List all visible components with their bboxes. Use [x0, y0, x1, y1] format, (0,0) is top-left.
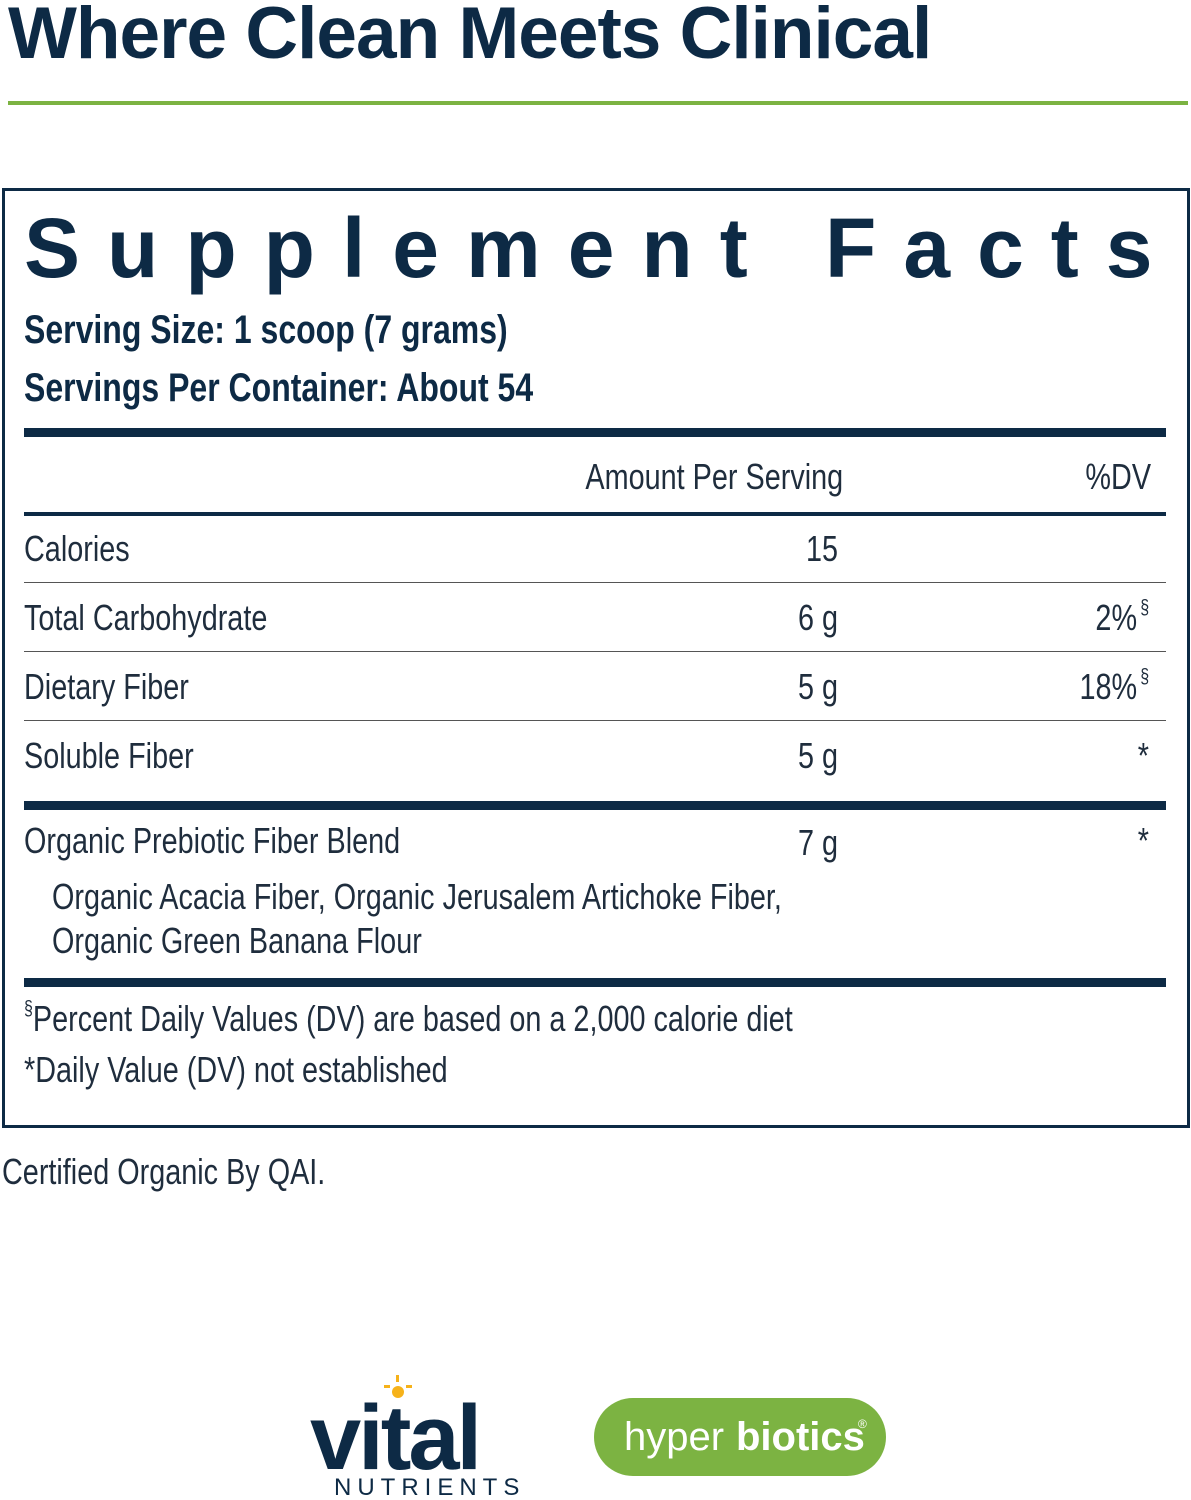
row-name: Total Carbohydrate — [24, 597, 268, 638]
facts-panel — [2, 188, 1190, 1128]
row-dv: * — [1137, 735, 1149, 776]
page-title: Where Clean Meets Clinical — [8, 0, 932, 74]
rule — [24, 978, 1166, 987]
row-name: Soluble Fiber — [24, 735, 194, 776]
footnote: Percent Daily Values (DV) are based on a… — [32, 998, 793, 1039]
dv-group: 2% § — [1095, 597, 1149, 639]
dv-group: 18% § — [1079, 666, 1149, 708]
certification: Certified Organic By QAI. — [2, 1151, 326, 1192]
row-dv: 2% — [1095, 597, 1137, 638]
cell: 5 g — [788, 666, 838, 708]
row-rule — [24, 582, 1166, 583]
hyperbiotics-logo: hyper biotics ® — [594, 1398, 886, 1476]
ingredient-line: Organic Acacia Fiber, Organic Jerusalem … — [52, 876, 782, 917]
ingredient-line: Organic Green Banana Flour — [52, 920, 422, 961]
rule — [24, 801, 1166, 810]
cell: 2% § — [1082, 597, 1149, 639]
row-amount: 6 g — [797, 597, 838, 638]
row-dv: 18% — [1079, 666, 1137, 707]
registered: ® — [858, 1417, 867, 1431]
cell: Dietary Fiber — [24, 666, 230, 708]
row-dv: * — [1137, 820, 1149, 861]
rule — [24, 428, 1166, 437]
footnote: *Daily Value (DV) not established — [24, 1049, 448, 1090]
dv-group: * — [1138, 735, 1149, 777]
dv-mark: § — [1140, 666, 1149, 688]
cell: 5 g — [788, 735, 838, 777]
servings-per-container: Servings Per Container: About 54 — [24, 366, 534, 410]
brand-part: hyper — [624, 1415, 724, 1459]
serving-size: Serving Size: 1 scoop (7 grams) — [24, 308, 508, 352]
row-rule — [24, 651, 1166, 652]
column-header: %DV — [1085, 456, 1151, 497]
cell: Calories — [24, 528, 156, 570]
row-amount: 5 g — [797, 666, 838, 707]
row-name: Calories — [24, 528, 130, 569]
row-amount: 7 g — [797, 822, 838, 863]
rule — [24, 512, 1166, 516]
row-amount: 15 — [805, 528, 838, 569]
cell: 18% § — [1062, 666, 1149, 708]
row-name: Organic Prebiotic Fiber Blend — [24, 820, 401, 861]
vital-logo: vital NUTRIENTS — [310, 1375, 525, 1500]
cell: * — [1135, 735, 1149, 777]
cell: Soluble Fiber — [24, 735, 236, 777]
row-name: Dietary Fiber — [24, 666, 189, 707]
divider — [8, 101, 1188, 105]
dv-mark: § — [1140, 597, 1149, 619]
facts-title: Supplement Facts — [24, 201, 1180, 295]
cell: Total Carbohydrate — [24, 597, 328, 639]
brand-part: biotics — [736, 1415, 865, 1459]
footnote-symbol: § — [24, 998, 33, 1020]
row-rule — [24, 720, 1166, 721]
brand-sub: NUTRIENTS — [334, 1474, 525, 1500]
cell: 6 g — [788, 597, 838, 639]
cell: 15 — [798, 528, 838, 570]
brand-name: vital — [310, 1387, 479, 1489]
row-amount: 5 g — [797, 735, 838, 776]
column-header: Amount Per Serving — [585, 456, 843, 497]
